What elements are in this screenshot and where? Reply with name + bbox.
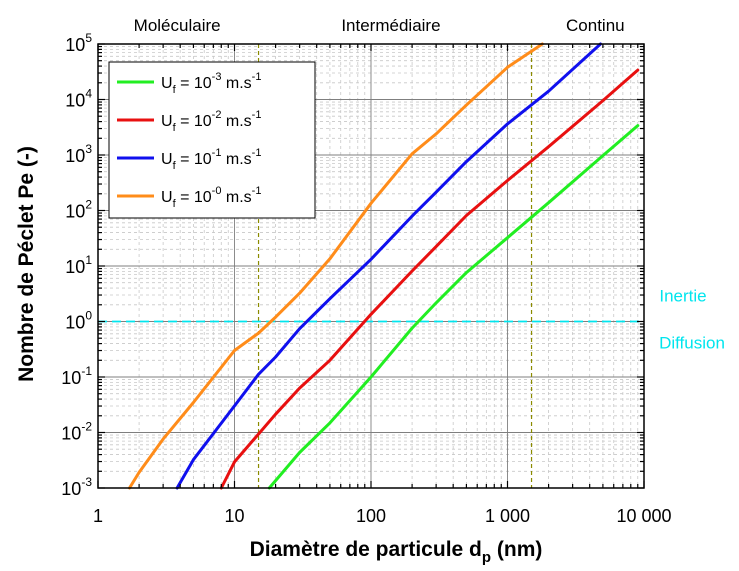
x-tick-labels: 1 10 100 1 000 10 000 bbox=[93, 506, 672, 526]
legend-text-exponent: -2 bbox=[212, 109, 222, 121]
x-tick-label: 10 bbox=[224, 506, 244, 526]
y-tick-exponent: 0 bbox=[85, 309, 92, 323]
legend-text-prefix: U bbox=[161, 189, 173, 206]
x-axis-title: Diamètre de particule dp (nm) bbox=[250, 538, 543, 566]
legend-box bbox=[108, 61, 316, 219]
legend-text-prefix: U bbox=[161, 75, 173, 92]
y-tick-base: 10 bbox=[61, 479, 81, 499]
x-tick-label: 1 bbox=[93, 506, 103, 526]
y-tick-base: 10 bbox=[65, 146, 85, 166]
y-tick-base: 10 bbox=[65, 91, 85, 111]
axis-ticks bbox=[97, 43, 645, 489]
series-line bbox=[267, 124, 640, 490]
x-axis-label-subscript: p bbox=[482, 549, 491, 566]
region-label: Moléculaire bbox=[134, 16, 221, 35]
y-tick-exponent: 5 bbox=[85, 31, 92, 45]
y-tick-base: 10 bbox=[65, 35, 85, 55]
legend-text-unit-exponent: -1 bbox=[252, 71, 262, 83]
legend-text-subscript: f bbox=[173, 198, 177, 210]
threshold-label-below: Diffusion bbox=[659, 334, 725, 353]
series-line bbox=[175, 42, 602, 490]
x-axis-label-text: Diamètre de particule d bbox=[250, 538, 482, 561]
x-tick-label: 100 bbox=[356, 506, 386, 526]
y-tick-label: 10-3 bbox=[61, 475, 92, 499]
region-label: Continu bbox=[566, 16, 625, 35]
legend-text-unit: m.s bbox=[221, 189, 251, 206]
y-tick-exponent: -3 bbox=[81, 475, 92, 489]
legend-text-unit-exponent: -1 bbox=[252, 185, 262, 197]
legend-entry-label: Uf = 10-1 m.s-1 bbox=[161, 147, 261, 172]
y-tick-exponent: -1 bbox=[81, 364, 92, 378]
legend-text-subscript: f bbox=[173, 84, 177, 96]
y-tick-label: 103 bbox=[65, 142, 92, 166]
y-tick-exponent: 3 bbox=[85, 142, 92, 156]
legend-text-subscript: f bbox=[173, 122, 177, 134]
region-label: Intermédiaire bbox=[341, 16, 440, 35]
y-tick-label: 101 bbox=[65, 253, 92, 277]
y-tick-label: 10-1 bbox=[61, 364, 92, 388]
y-tick-label: 100 bbox=[65, 309, 92, 333]
y-tick-label: 104 bbox=[65, 87, 92, 111]
legend-text-mid: = 10 bbox=[176, 151, 212, 168]
legend-text-unit-exponent: -1 bbox=[252, 147, 262, 159]
threshold-label-above: Inertie bbox=[659, 287, 706, 306]
region-labels: Moléculaire Intermédiaire Continu bbox=[134, 16, 625, 35]
y-tick-base: 10 bbox=[65, 257, 85, 277]
legend-entry-label: Uf = 10-3 m.s-1 bbox=[161, 71, 261, 96]
y-tick-base: 10 bbox=[61, 424, 81, 444]
legend-text-mid: = 10 bbox=[176, 75, 212, 92]
y-axis-title: Nombre de Péclet Pe (-) bbox=[15, 146, 38, 382]
y-tick-base: 10 bbox=[65, 202, 85, 222]
legend: Uf = 10-3 m.s-1Uf = 10-2 m.s-1Uf = 10-1 … bbox=[108, 61, 316, 219]
legend-text-mid: = 10 bbox=[176, 189, 212, 206]
legend-text-unit: m.s bbox=[221, 75, 251, 92]
x-tick-label: 10 000 bbox=[616, 506, 671, 526]
threshold-labels: Inertie Diffusion bbox=[659, 287, 725, 353]
legend-text-unit: m.s bbox=[221, 113, 251, 130]
legend-entry-label: Uf = 10-0 m.s-1 bbox=[161, 185, 261, 210]
legend-text-subscript: f bbox=[173, 160, 177, 172]
y-tick-exponent: 4 bbox=[85, 87, 92, 101]
legend-text-exponent: -1 bbox=[212, 147, 222, 159]
legend-text-prefix: U bbox=[161, 151, 173, 168]
legend-text-prefix: U bbox=[161, 113, 173, 130]
y-tick-label: 105 bbox=[65, 31, 92, 55]
series-line bbox=[128, 42, 544, 490]
legend-text-unit-exponent: -1 bbox=[252, 109, 262, 121]
legend-text-exponent: -0 bbox=[212, 185, 222, 197]
legend-entry-label: Uf = 10-2 m.s-1 bbox=[161, 109, 261, 134]
legend-text-unit: m.s bbox=[221, 151, 251, 168]
y-tick-base: 10 bbox=[65, 313, 85, 333]
legend-text-mid: = 10 bbox=[176, 113, 212, 130]
y-tick-label: 10-2 bbox=[61, 420, 92, 444]
y-tick-exponent: 2 bbox=[85, 198, 92, 212]
y-tick-label: 102 bbox=[65, 198, 92, 222]
x-axis-label-unit: (nm) bbox=[491, 538, 542, 561]
y-tick-exponent: -2 bbox=[81, 420, 92, 434]
series-lines bbox=[128, 42, 640, 490]
y-tick-base: 10 bbox=[61, 368, 81, 388]
x-tick-label: 1 000 bbox=[485, 506, 530, 526]
legend-text-exponent: -3 bbox=[212, 71, 222, 83]
series-line bbox=[219, 68, 640, 490]
y-tick-exponent: 1 bbox=[85, 253, 92, 267]
